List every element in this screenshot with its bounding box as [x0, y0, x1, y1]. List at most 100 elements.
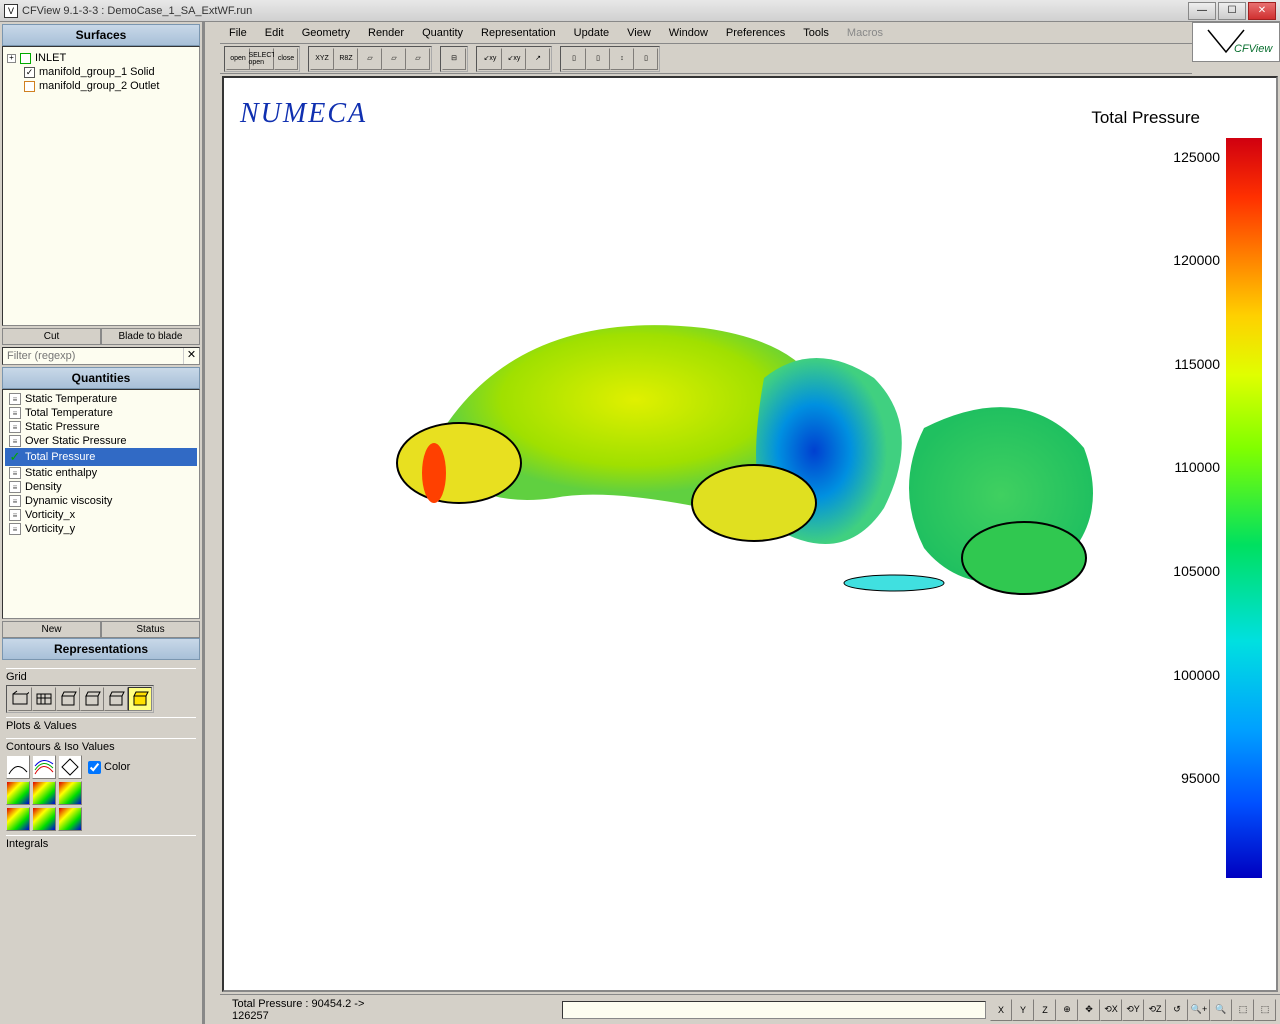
toolbar-btn-3-2[interactable]: ↗: [526, 48, 550, 70]
quantity-item-0[interactable]: ≡Static Temperature: [5, 392, 197, 406]
toolbar-btn-4-3[interactable]: ▯: [634, 48, 658, 70]
toolbar-btn-1-4[interactable]: ▱: [406, 48, 430, 70]
menu-file[interactable]: File: [220, 23, 256, 43]
maximize-button[interactable]: ☐: [1218, 2, 1246, 20]
plots-label: Plots & Values: [6, 717, 196, 734]
toolbar-btn-4-0[interactable]: ▯: [562, 48, 586, 70]
toolbar-btn-3-0[interactable]: ↙xy: [478, 48, 502, 70]
tree-item-label: manifold_group_1 Solid: [39, 66, 155, 78]
toolbar-btn-4-2[interactable]: ↕: [610, 48, 634, 70]
grid-icon-1[interactable]: [8, 687, 32, 711]
colorbar-tick: 110000: [1160, 459, 1220, 475]
window-title: CFView 9.1-3-3 : DemoCase_1_SA_ExtWF.run: [22, 5, 1188, 17]
toolbar-btn-0-0[interactable]: open: [226, 48, 250, 70]
nav-btn-9[interactable]: 🔍+: [1188, 999, 1210, 1021]
menu-preferences[interactable]: Preferences: [717, 23, 794, 43]
quantity-item-8[interactable]: ≡Vorticity_x: [5, 508, 197, 522]
nav-btn-12[interactable]: ⬚: [1254, 999, 1276, 1021]
menu-edit[interactable]: Edit: [256, 23, 293, 43]
tree-expander-icon[interactable]: +: [7, 54, 16, 63]
tree-item-0[interactable]: +INLET: [7, 51, 195, 65]
blade-to-blade-button[interactable]: Blade to blade: [101, 328, 200, 345]
toolbar-btn-0-1[interactable]: SELECT open: [250, 48, 274, 70]
nav-btn-7[interactable]: ⟲Z: [1144, 999, 1166, 1021]
contour-fill-6[interactable]: [58, 807, 82, 831]
quantity-item-5[interactable]: ≡Static enthalpy: [5, 466, 197, 480]
surfaces-header: Surfaces: [2, 24, 200, 46]
colorbar-tick: 115000: [1160, 356, 1220, 372]
status-quantity-button[interactable]: Status: [101, 621, 200, 638]
menu-window[interactable]: Window: [660, 23, 717, 43]
nav-btn-11[interactable]: ⬚: [1232, 999, 1254, 1021]
minimize-button[interactable]: —: [1188, 2, 1216, 20]
quantity-item-3[interactable]: ≡Over Static Pressure: [5, 434, 197, 448]
nav-btn-8[interactable]: ↺: [1166, 999, 1188, 1021]
grid-icon-4[interactable]: [80, 687, 104, 711]
new-quantity-button[interactable]: New: [2, 621, 101, 638]
window-controls: — ☐ ✕: [1188, 2, 1276, 20]
viewport-3d[interactable]: NUMECA Total Pressure 125000120000115000…: [222, 76, 1278, 992]
toolbar-btn-4-1[interactable]: ▯: [586, 48, 610, 70]
left-scrollbar[interactable]: [204, 22, 220, 1024]
quantity-item-1[interactable]: ≡Total Temperature: [5, 406, 197, 420]
tree-checkbox-icon[interactable]: [20, 53, 31, 64]
toolbar-btn-1-2[interactable]: ▱: [358, 48, 382, 70]
toolbar-btn-1-0[interactable]: XYZ: [310, 48, 334, 70]
nav-btn-5[interactable]: ⟲X: [1100, 999, 1122, 1021]
doc-icon: ≡: [9, 435, 21, 447]
contour-fill-2[interactable]: [32, 781, 56, 805]
menu-view[interactable]: View: [618, 23, 660, 43]
toolbar: openSELECT opencloseXYZR8Z▱▱▱⊟↙xy↙xy↗▯▯↕…: [220, 44, 1192, 74]
grid-icon-6[interactable]: [128, 687, 152, 711]
contour-icon-line[interactable]: [6, 755, 30, 779]
toolbar-btn-3-1[interactable]: ↙xy: [502, 48, 526, 70]
menu-representation[interactable]: Representation: [472, 23, 565, 43]
tree-item-2[interactable]: manifold_group_2 Outlet: [7, 79, 195, 93]
contour-fill-3[interactable]: [58, 781, 82, 805]
quantity-item-6[interactable]: ≡Density: [5, 480, 197, 494]
nav-btn-0[interactable]: X: [990, 999, 1012, 1021]
surfaces-tree[interactable]: +INLET ✓ manifold_group_1 Solidmanifold_gr…: [2, 46, 200, 326]
contour-fill-1[interactable]: [6, 781, 30, 805]
toolbar-group-4: ▯▯↕▯: [560, 46, 660, 72]
menu-quantity[interactable]: Quantity: [413, 23, 472, 43]
nav-btn-10[interactable]: 🔍: [1210, 999, 1232, 1021]
tree-checkbox-icon[interactable]: [24, 81, 35, 92]
toolbar-btn-0-2[interactable]: close: [274, 48, 298, 70]
close-button[interactable]: ✕: [1248, 2, 1276, 20]
toolbar-btn-1-1[interactable]: R8Z: [334, 48, 358, 70]
colorbar-tick: 100000: [1160, 667, 1220, 683]
quantity-item-9[interactable]: ≡Vorticity_y: [5, 522, 197, 536]
toolbar-btn-2-0[interactable]: ⊟: [442, 48, 466, 70]
integrals-label: Integrals: [6, 835, 196, 852]
nav-btn-6[interactable]: ⟲Y: [1122, 999, 1144, 1021]
contour-fill-5[interactable]: [32, 807, 56, 831]
tree-checkbox-icon[interactable]: ✓: [24, 67, 35, 78]
cfview-logo: CFView: [1192, 22, 1280, 62]
nav-btn-1[interactable]: Y: [1012, 999, 1034, 1021]
cut-button[interactable]: Cut: [2, 328, 101, 345]
grid-icon-3[interactable]: [56, 687, 80, 711]
quantity-item-4[interactable]: ✓Total Pressure: [5, 448, 197, 466]
nav-btn-2[interactable]: Z: [1034, 999, 1056, 1021]
colorbar-title: Total Pressure: [1091, 108, 1200, 128]
quantities-list[interactable]: ≡Static Temperature≡Total Temperature≡St…: [2, 389, 200, 619]
quantity-item-2[interactable]: ≡Static Pressure: [5, 420, 197, 434]
nav-btn-3[interactable]: ⊕: [1056, 999, 1078, 1021]
nav-btn-4[interactable]: ✥: [1078, 999, 1100, 1021]
tree-item-1[interactable]: ✓ manifold_group_1 Solid: [7, 65, 195, 79]
filter-clear-icon[interactable]: ✕: [183, 348, 199, 364]
menu-render[interactable]: Render: [359, 23, 413, 43]
quantity-item-7[interactable]: ≡Dynamic viscosity: [5, 494, 197, 508]
color-checkbox[interactable]: Color: [88, 761, 130, 774]
menu-tools[interactable]: Tools: [794, 23, 838, 43]
grid-icon-2[interactable]: [32, 687, 56, 711]
filter-input[interactable]: [3, 348, 183, 364]
contour-icon-multi[interactable]: [32, 755, 56, 779]
menu-geometry[interactable]: Geometry: [293, 23, 359, 43]
toolbar-btn-1-3[interactable]: ▱: [382, 48, 406, 70]
contour-icon-diamond[interactable]: [58, 755, 82, 779]
contour-fill-4[interactable]: [6, 807, 30, 831]
grid-icon-5[interactable]: [104, 687, 128, 711]
menu-update[interactable]: Update: [565, 23, 618, 43]
